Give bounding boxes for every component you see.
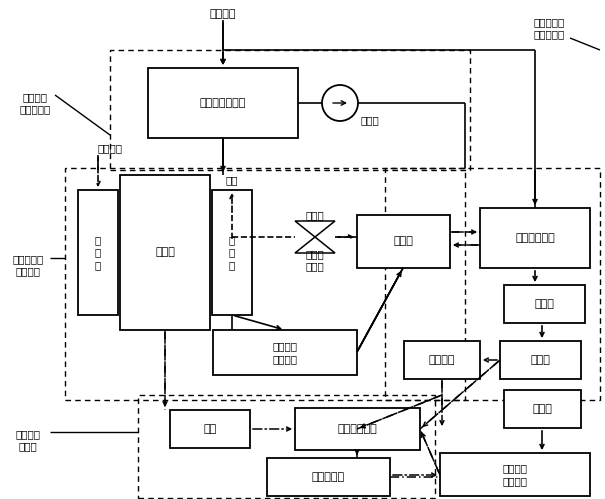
Text: 烟气触媒
净化装置: 烟气触媒 净化装置: [272, 341, 298, 364]
Text: 内燃机: 内燃机: [155, 248, 175, 257]
FancyBboxPatch shape: [480, 208, 590, 268]
Text: 斯特林发动机: 斯特林发动机: [515, 233, 555, 243]
Text: 电动机: 电动机: [532, 404, 552, 414]
Text: 换热器: 换热器: [394, 237, 413, 247]
Text: 烟气消
音装置: 烟气消 音装置: [306, 249, 324, 271]
Text: 吸入空气: 吸入空气: [98, 143, 123, 153]
Text: 辅助动力
传递装置: 辅助动力 传递装置: [503, 463, 528, 486]
Text: 排气阀: 排气阀: [306, 210, 324, 220]
FancyBboxPatch shape: [440, 453, 590, 496]
Text: 空调压缩机: 空调压缩机: [312, 472, 345, 482]
FancyBboxPatch shape: [404, 341, 480, 379]
FancyBboxPatch shape: [504, 390, 581, 428]
Text: 斯特林辅助
动力子系统: 斯特林辅助 动力子系统: [533, 17, 564, 39]
FancyBboxPatch shape: [295, 408, 420, 450]
Text: 内燃机热转
功子系统: 内燃机热转 功子系统: [12, 254, 44, 276]
FancyBboxPatch shape: [267, 458, 390, 496]
FancyBboxPatch shape: [213, 330, 357, 375]
FancyBboxPatch shape: [212, 190, 252, 315]
Text: 主轴: 主轴: [203, 424, 217, 434]
Text: 冷却剂散热装置: 冷却剂散热装置: [200, 98, 246, 108]
Text: 环境空气
冷却子系统: 环境空气 冷却子系统: [19, 92, 51, 114]
FancyBboxPatch shape: [120, 175, 210, 330]
FancyBboxPatch shape: [148, 68, 298, 138]
FancyBboxPatch shape: [170, 410, 250, 448]
FancyBboxPatch shape: [78, 190, 118, 315]
FancyBboxPatch shape: [500, 341, 581, 379]
Text: 循环泵: 循环泵: [361, 115, 379, 125]
Text: 烟气: 烟气: [226, 175, 238, 185]
Text: 控制器: 控制器: [531, 355, 551, 365]
Text: 吸
气
端: 吸 气 端: [95, 235, 101, 270]
FancyBboxPatch shape: [504, 285, 585, 323]
Text: 动力传动装置: 动力传动装置: [338, 424, 378, 434]
Text: 排
气
端: 排 气 端: [229, 235, 235, 270]
Text: 发电机: 发电机: [535, 299, 554, 309]
Text: 充电电池: 充电电池: [429, 355, 455, 365]
Text: 动力传输
子系统: 动力传输 子系统: [16, 429, 41, 451]
FancyBboxPatch shape: [357, 215, 450, 268]
Text: 环境空气: 环境空气: [210, 9, 236, 19]
